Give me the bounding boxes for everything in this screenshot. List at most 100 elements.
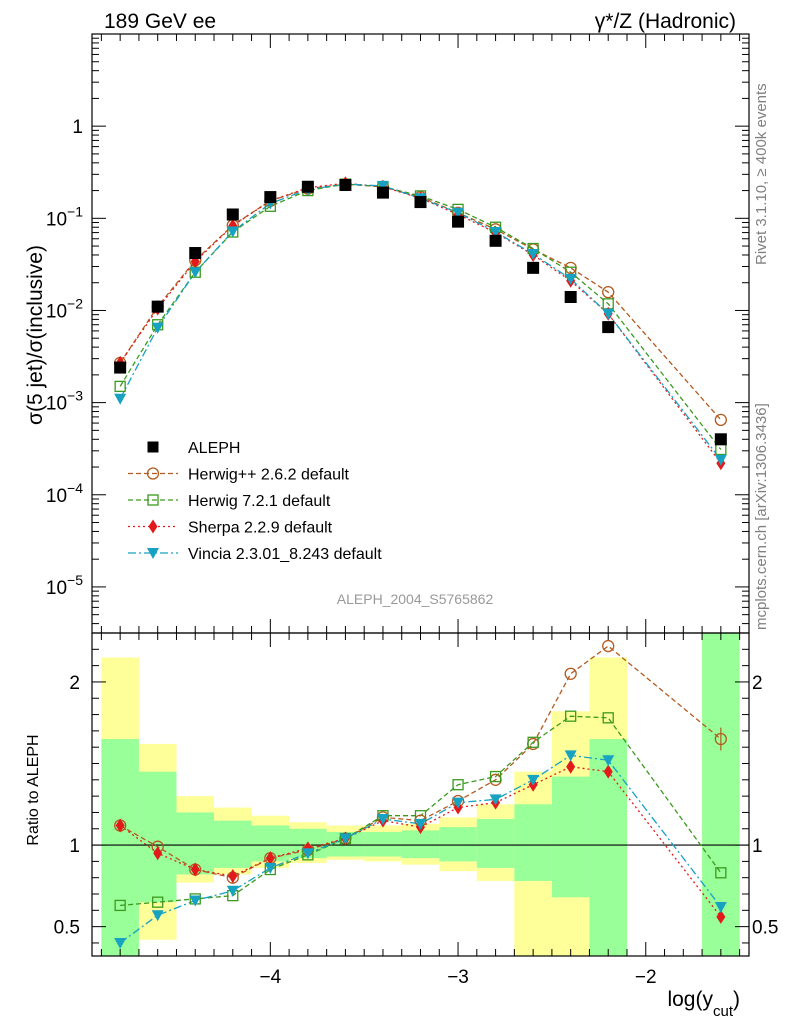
band-green [551, 776, 590, 898]
analysis-label: ALEPH_2004_S5765862 [337, 591, 494, 607]
legend-label: Herwig 7.2.1 default [188, 493, 331, 510]
marker-square [264, 191, 277, 204]
marker-down-triangle [189, 267, 202, 279]
ratio-series-lines [119, 645, 722, 944]
series-markers [114, 176, 727, 949]
band-green [214, 820, 252, 868]
ratio-y-tick-label-right: 0.5 [752, 918, 778, 939]
legend-label: Herwig++ 2.6.2 default [188, 467, 350, 484]
marker-down-triangle [151, 910, 164, 922]
marker-square [602, 321, 615, 334]
marker-diamond [716, 909, 726, 924]
ratio-y-tick-label-right: 1 [752, 836, 763, 857]
y-tick-label: 10−4 [46, 480, 83, 507]
marker-open-circle [146, 467, 160, 480]
y-tick-exponent: −5 [67, 572, 83, 588]
marker-square [151, 300, 164, 313]
y-tick-label: 10−2 [46, 295, 83, 322]
ratio-y-tick-label-right: 2 [752, 673, 763, 694]
x-axis-label-close: ) [733, 988, 740, 1011]
x-axis-label-text: log(y [667, 988, 713, 1011]
band-green [439, 827, 477, 862]
marker-diamond [566, 759, 576, 774]
marker-down-triangle [114, 937, 127, 949]
marker-down-triangle [339, 833, 352, 845]
legend-label: Sherpa 2.2.9 default [188, 520, 333, 537]
marker-open-circle [602, 286, 615, 299]
y-tick-base: 10 [46, 394, 67, 415]
y-tick-label: 10−1 [46, 203, 83, 230]
y-axis-label: σ(5 jet)/σ(inclusive) [24, 245, 47, 425]
marker-down-triangle [301, 848, 314, 860]
marker-square [189, 247, 202, 260]
series-line-4 [119, 183, 722, 461]
marker-diamond [603, 764, 613, 779]
marker-down-triangle [602, 755, 615, 767]
legend-label: ALEPH [188, 440, 240, 457]
x-tick-label: −2 [635, 967, 657, 988]
mcplots-citation-label: mcplots.cern.ch [arXiv:1306.3436] [753, 403, 770, 630]
marker-square [114, 361, 127, 374]
marker-open-circle [714, 413, 727, 427]
marker-down-triangle [564, 750, 577, 762]
main-plot-frame [91, 33, 750, 634]
marker-down-triangle [452, 207, 465, 219]
marker-open-square [489, 770, 502, 783]
axis-ticks: −4 −3 −210−510−410−310−210−110.5 0.51 12 2 [46, 33, 778, 988]
y-tick-base: 10 [46, 578, 67, 599]
y-tick-exponent: −1 [67, 203, 83, 219]
marker-down-triangle [189, 895, 202, 907]
marker-open-square [602, 712, 614, 724]
marker-open-circle [564, 667, 577, 680]
marker-diamond [190, 254, 200, 269]
marker-diamond [265, 851, 275, 866]
marker-down-triangle [376, 813, 389, 825]
marker-down-triangle [226, 226, 239, 238]
marker-down-triangle [602, 308, 615, 320]
marker-down-triangle [489, 794, 502, 806]
x-tick-label: −3 [447, 967, 469, 988]
band-green [101, 739, 139, 956]
band-green [138, 771, 177, 903]
y-tick-exponent: −4 [67, 480, 83, 496]
marker-square [527, 261, 540, 274]
marker-diamond [153, 846, 163, 861]
marker-down-triangle [714, 902, 727, 914]
marker-down-triangle [564, 273, 577, 285]
marker-down-triangle [264, 862, 277, 874]
band-green [476, 818, 515, 868]
marker-down-triangle [527, 774, 540, 786]
band-green [514, 804, 552, 881]
ratio-plot-frame [91, 632, 750, 957]
ratio-uncertainty-bands [92, 633, 749, 956]
marker-diamond [115, 818, 125, 833]
marker-square [414, 196, 427, 209]
y-tick-base: 10 [46, 486, 67, 507]
band-green [364, 832, 402, 857]
marker-square [339, 178, 352, 191]
marker-down-triangle [376, 180, 389, 192]
legend-label: Vincia 2.3.01_8.243 default [188, 546, 382, 563]
y-tick-label: 1 [72, 117, 83, 138]
x-axis-label-sub: cut [713, 1003, 734, 1020]
y-tick-base: 10 [46, 209, 67, 230]
marker-open-square [114, 380, 126, 393]
ratio-y-tick-label: 0.5 [54, 918, 80, 939]
marker-down-triangle [714, 454, 727, 466]
marker-down-triangle [414, 818, 427, 830]
marker-square [564, 290, 577, 303]
y-tick-base: 10 [46, 301, 67, 322]
series-line-2 [119, 183, 722, 450]
x-axis-label: log(ycut) [667, 988, 740, 1020]
rivet-version-label: Rivet 3.1.10, ≥ 400k events [753, 83, 770, 265]
x-tick-label: −4 [259, 967, 281, 988]
marker-open-square [565, 710, 577, 722]
marker-square [301, 180, 314, 193]
marker-square [376, 186, 389, 199]
main-series-lines [119, 182, 722, 464]
ratio-y-tick-label: 1 [69, 836, 80, 857]
ratio-y-tick-label: 2 [69, 673, 80, 694]
marker-diamond [228, 869, 238, 884]
marker-down-triangle [489, 227, 502, 239]
